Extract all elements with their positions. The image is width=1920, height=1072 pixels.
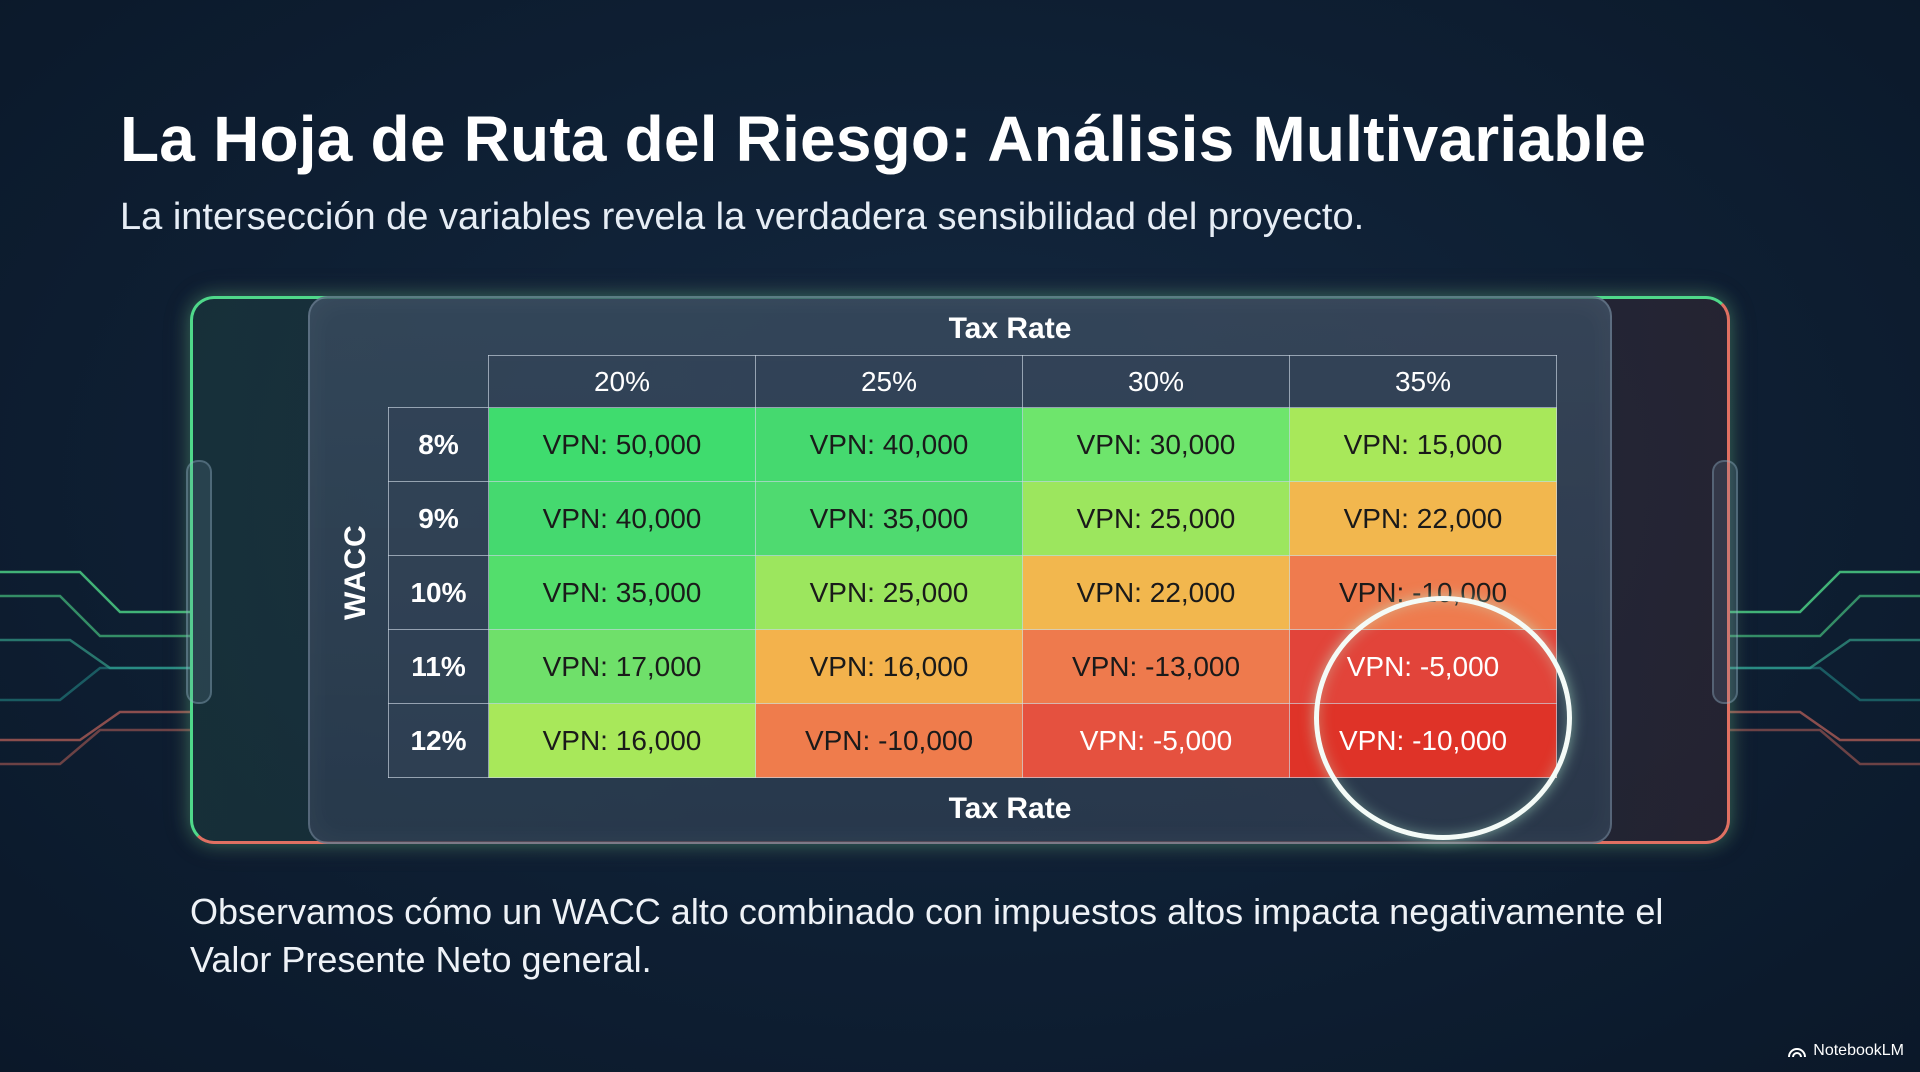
- vpn-cell: VPN: 40,000: [755, 407, 1023, 482]
- frame-right-notch: [1712, 460, 1738, 704]
- row-header: 12%: [388, 703, 489, 778]
- row-header: 11%: [388, 629, 489, 704]
- column-axis-label-bottom: Tax Rate: [948, 792, 1072, 825]
- sensitivity-matrix: 20% 25% 30% 35% 8% VPN: 50,000 VPN: 40,0…: [388, 355, 1557, 778]
- column-header: 30%: [1022, 355, 1290, 408]
- vpn-cell: VPN: 50,000: [488, 407, 756, 482]
- footer-note: Observamos cómo un WACC alto combinado c…: [190, 891, 1664, 980]
- row-header: 9%: [388, 481, 489, 556]
- vpn-cell: VPN: 22,000: [1289, 481, 1557, 556]
- vpn-cell: VPN: 16,000: [488, 703, 756, 778]
- brand-name: NotebookLM: [1813, 1042, 1904, 1059]
- vpn-cell-highlighted: VPN: -5,000: [1289, 629, 1557, 704]
- column-header-row: 20% 25% 30% 35%: [389, 355, 1557, 408]
- vpn-cell: VPN: -10,000: [1289, 555, 1557, 630]
- brand-watermark: NotebookLM: [1787, 1042, 1904, 1060]
- vpn-cell: VPN: 25,000: [755, 555, 1023, 630]
- matrix-corner: [389, 356, 489, 408]
- vpn-cell: VPN: 35,000: [488, 555, 756, 630]
- slide-subtitle: La intersección de variables revela la v…: [120, 196, 1365, 238]
- vpn-cell: VPN: 15,000: [1289, 407, 1557, 482]
- notebooklm-logo-icon: [1788, 1048, 1807, 1058]
- vpn-cell: VPN: 16,000: [755, 629, 1023, 704]
- vpn-cell: VPN: -5,000: [1022, 703, 1290, 778]
- vpn-cell-highlighted: VPN: -10,000: [1289, 703, 1557, 778]
- row-header: 10%: [388, 555, 489, 630]
- column-header: 25%: [755, 355, 1023, 408]
- matrix-row: 8% VPN: 50,000 VPN: 40,000 VPN: 30,000 V…: [388, 407, 1557, 482]
- column-header: 20%: [488, 355, 756, 408]
- vpn-cell: VPN: 40,000: [488, 481, 756, 556]
- vpn-cell: VPN: 35,000: [755, 481, 1023, 556]
- row-header: 8%: [388, 407, 489, 482]
- matrix-row: 10% VPN: 35,000 VPN: 25,000 VPN: 22,000 …: [388, 555, 1557, 630]
- slide-title: La Hoja de Ruta del Riesgo: Análisis Mul…: [120, 103, 1647, 175]
- row-axis-label: WACC: [339, 524, 372, 620]
- vpn-cell: VPN: 25,000: [1022, 481, 1290, 556]
- vpn-cell: VPN: 22,000: [1022, 555, 1290, 630]
- matrix-row: 9% VPN: 40,000 VPN: 35,000 VPN: 25,000 V…: [388, 481, 1557, 556]
- column-header: 35%: [1289, 355, 1557, 408]
- vpn-cell: VPN: 17,000: [488, 629, 756, 704]
- matrix-row: 12% VPN: 16,000 VPN: -10,000 VPN: -5,000…: [388, 703, 1557, 778]
- frame-left-notch: [186, 460, 212, 704]
- column-axis-label: Tax Rate: [948, 312, 1072, 345]
- vpn-cell: VPN: -13,000: [1022, 629, 1290, 704]
- matrix-row: 11% VPN: 17,000 VPN: 16,000 VPN: -13,000…: [388, 629, 1557, 704]
- vpn-cell: VPN: 30,000: [1022, 407, 1290, 482]
- vpn-cell: VPN: -10,000: [755, 703, 1023, 778]
